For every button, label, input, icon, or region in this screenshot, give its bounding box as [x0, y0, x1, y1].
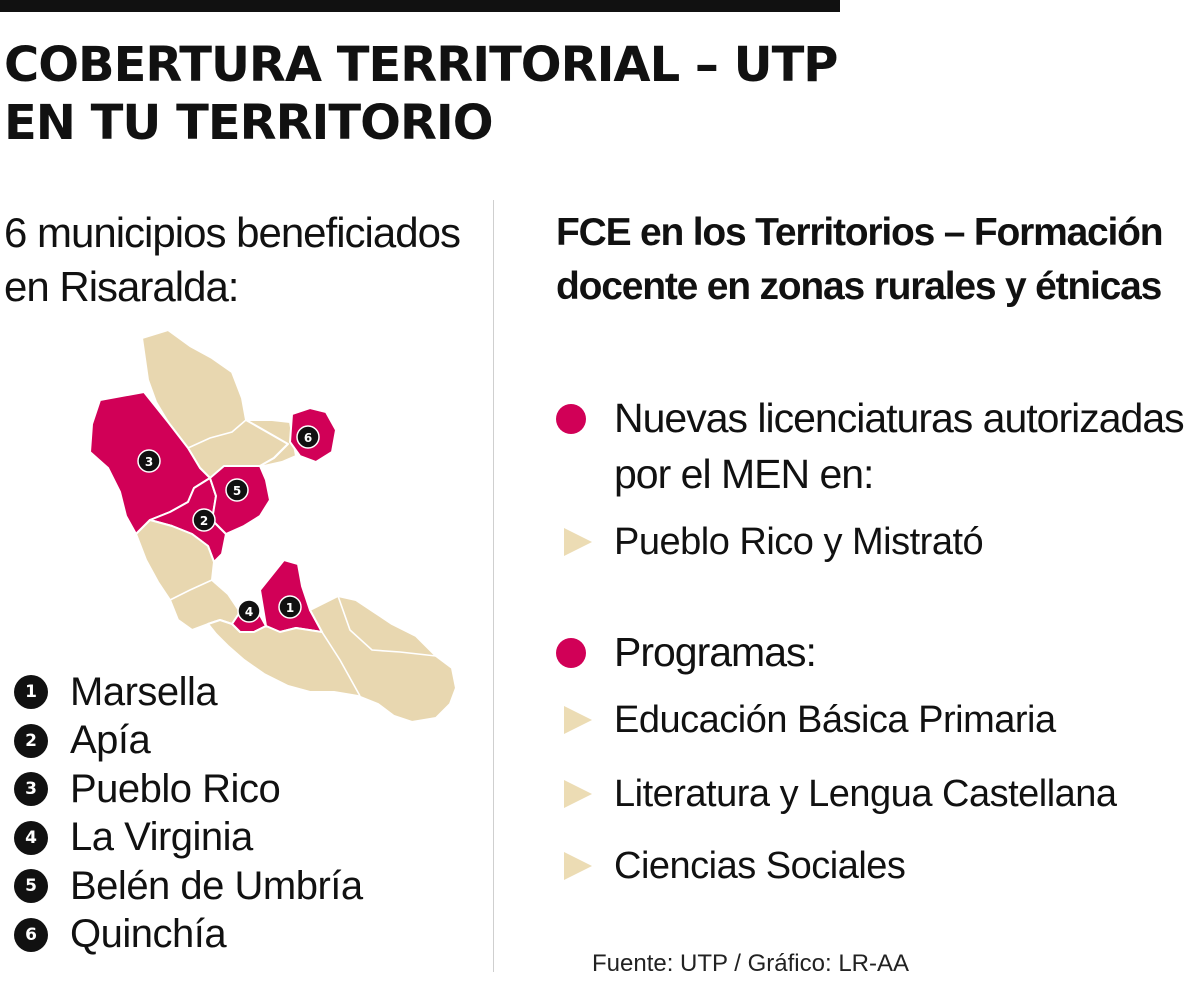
- sub-item-text: Educación Básica Primaria: [614, 698, 1056, 741]
- map-internal-border: [169, 579, 213, 601]
- number-badge: 3: [14, 772, 48, 807]
- map-marker-3: 3: [137, 449, 161, 473]
- map-marker-4-label: 4: [245, 605, 253, 619]
- list-item: Educación Básica Primaria: [564, 692, 1056, 748]
- right-heading-line-1: FCE en los Territorios – Formación: [556, 211, 1164, 254]
- number-badge: 5: [14, 869, 48, 904]
- triangle-bullet-icon: [564, 528, 592, 556]
- bullet-dot: [556, 404, 586, 434]
- title-line-1: COBERTURA TERRITORIAL – UTP: [4, 37, 838, 93]
- left-heading: 6 municipios beneficiados en Risaralda:: [4, 206, 474, 314]
- municipality-name: Marsella: [70, 669, 218, 714]
- municipality-name: Belén de Umbría: [70, 863, 363, 908]
- map-internal-border: [187, 419, 247, 449]
- map-marker-2-label: 2: [200, 514, 208, 528]
- map-marker-6: 6: [296, 425, 320, 449]
- number-badge: 1: [14, 675, 48, 710]
- column-divider: [493, 200, 494, 972]
- section-licenciaturas-line-2: por el MEN en:: [614, 451, 874, 497]
- municipality-name: Apía: [70, 718, 151, 763]
- left-heading-line-1: 6 municipios beneficiados: [4, 209, 461, 256]
- section-programas-label: Programas:: [614, 629, 817, 675]
- section-licenciaturas: Nuevas licenciaturas autorizadas por el …: [556, 390, 1185, 502]
- title-line-2: EN TU TERRITORIO: [4, 95, 494, 151]
- risaralda-map-svg: 1 2 3 4 5 6: [89, 329, 457, 723]
- triangle-bullet-icon: [564, 852, 592, 880]
- list-item: 3 Pueblo Rico: [14, 765, 434, 814]
- municipality-name: Quinchía: [70, 912, 227, 957]
- section-licenciaturas-line-1: Nuevas licenciaturas autorizadas: [614, 395, 1185, 441]
- triangle-bullet-icon: [564, 706, 592, 734]
- list-item: 5 Belén de Umbría: [14, 862, 434, 911]
- page-title: COBERTURA TERRITORIAL – UTP EN TU TERRIT…: [4, 36, 884, 152]
- sub-item-text: Pueblo Rico y Mistrató: [614, 520, 984, 563]
- sub-item-text: Literatura y Lengua Castellana: [614, 772, 1117, 815]
- section-licenciaturas-text: Nuevas licenciaturas autorizadas por el …: [614, 390, 1185, 502]
- list-item: 1 Marsella: [14, 668, 434, 717]
- map-region-guatica: [245, 419, 297, 467]
- map-marker-5: 5: [225, 478, 249, 502]
- list-item: Ciencias Sociales: [564, 838, 906, 894]
- number-badge: 4: [14, 820, 48, 855]
- list-item: Literatura y Lengua Castellana: [564, 766, 1117, 822]
- municipality-name: Pueblo Rico: [70, 766, 281, 811]
- map-internal-border: [309, 609, 361, 697]
- map-region-south: [207, 595, 457, 723]
- map-internal-border: [337, 595, 437, 657]
- map-borders: [169, 419, 437, 697]
- map-marker-2: 2: [192, 508, 216, 532]
- list-item: 2 Apía: [14, 717, 434, 766]
- right-heading: FCE en los Territorios – Formación docen…: [556, 206, 1196, 314]
- number-badge: 6: [14, 917, 48, 952]
- bullet-dot: [556, 638, 586, 668]
- map-marker-4: 4: [237, 599, 261, 623]
- triangle-bullet-icon: [564, 780, 592, 808]
- municipality-name: La Virginia: [70, 815, 253, 860]
- municipality-list: 1 Marsella 2 Apía 3 Pueblo Rico 4 La Vir…: [14, 668, 434, 959]
- list-item: 6 Quinchía: [14, 911, 434, 960]
- source-credit: Fuente: UTP / Gráfico: LR-AA: [592, 950, 910, 977]
- sub-item-text: Ciencias Sociales: [614, 844, 906, 887]
- right-heading-line-2: docente en zonas rurales y étnicas: [556, 265, 1162, 308]
- map-markers: 1 2 3 4 5 6: [137, 425, 320, 623]
- list-item: Pueblo Rico y Mistrató: [564, 514, 984, 570]
- map-marker-3-label: 3: [145, 455, 153, 469]
- number-badge: 2: [14, 723, 48, 758]
- map-marker-5-label: 5: [233, 484, 241, 498]
- left-heading-line-2: en Risaralda:: [4, 263, 239, 310]
- risaralda-map: 1 2 3 4 5 6: [60, 320, 480, 740]
- section-programas-text: Programas:: [614, 624, 817, 680]
- top-rule: [0, 0, 840, 12]
- list-item: 4 La Virginia: [14, 814, 434, 863]
- map-shapes: [89, 329, 457, 723]
- section-programas: Programas:: [556, 624, 817, 680]
- map-marker-1: 1: [278, 595, 302, 619]
- map-marker-1-label: 1: [286, 601, 294, 615]
- map-marker-6-label: 6: [304, 431, 312, 445]
